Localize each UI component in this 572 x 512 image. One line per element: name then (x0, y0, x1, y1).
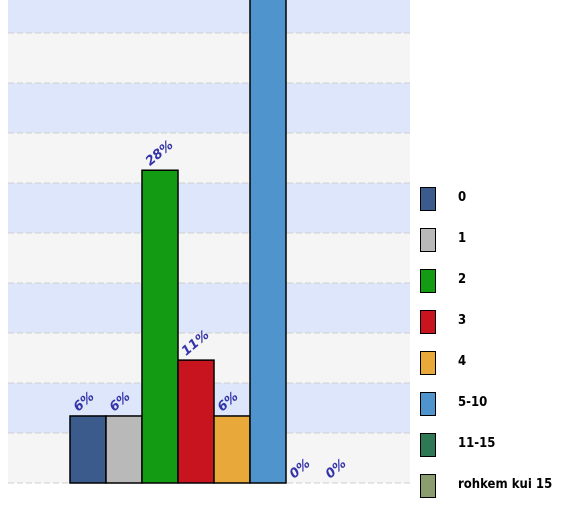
legend-swatch (420, 228, 436, 252)
grid-band (8, 0, 410, 33)
legend-swatch (420, 187, 436, 211)
grid-band (8, 133, 410, 183)
grid-bands (8, 0, 410, 484)
legend-item: 0 (418, 184, 572, 225)
legend-label: 2 (458, 272, 467, 287)
legend-item: 2 (418, 266, 572, 307)
legend-item: 4 (418, 348, 572, 389)
legend-item: 11-15 (418, 430, 572, 471)
legend: 0 1 2 3 4 5-10 11-15 rohkem kui 15 (418, 184, 572, 512)
legend-swatch (420, 474, 436, 498)
bar-1 (105, 415, 143, 484)
grid-band (8, 233, 410, 283)
bar-2 (141, 169, 179, 484)
legend-item: rohkem kui 15 (418, 471, 572, 512)
legend-swatch (420, 310, 436, 334)
grid-band (8, 33, 410, 83)
legend-label: 11-15 (458, 436, 496, 451)
grid-band (8, 183, 410, 233)
legend-item: 3 (418, 307, 572, 348)
legend-swatch (420, 392, 436, 416)
legend-label: 5-10 (458, 395, 488, 410)
legend-item: 5-10 (418, 389, 572, 430)
legend-item: 1 (418, 225, 572, 266)
legend-swatch (420, 433, 436, 457)
bar-0 (69, 415, 107, 484)
bar-3 (177, 359, 215, 484)
legend-swatch (420, 351, 436, 375)
grid-band (8, 283, 410, 333)
bar-4 (213, 415, 251, 484)
legend-label: 3 (458, 313, 467, 328)
grid-band (8, 83, 410, 133)
bar-5-10 (249, 0, 287, 484)
legend-label: 1 (458, 231, 467, 246)
legend-label: rohkem kui 15 (458, 477, 553, 492)
bar-chart: 6%6%28%11%6%44%0%0% (8, 0, 410, 484)
legend-label: 0 (458, 190, 467, 205)
legend-label: 4 (458, 354, 467, 369)
legend-swatch (420, 269, 436, 293)
bars (69, 0, 287, 484)
